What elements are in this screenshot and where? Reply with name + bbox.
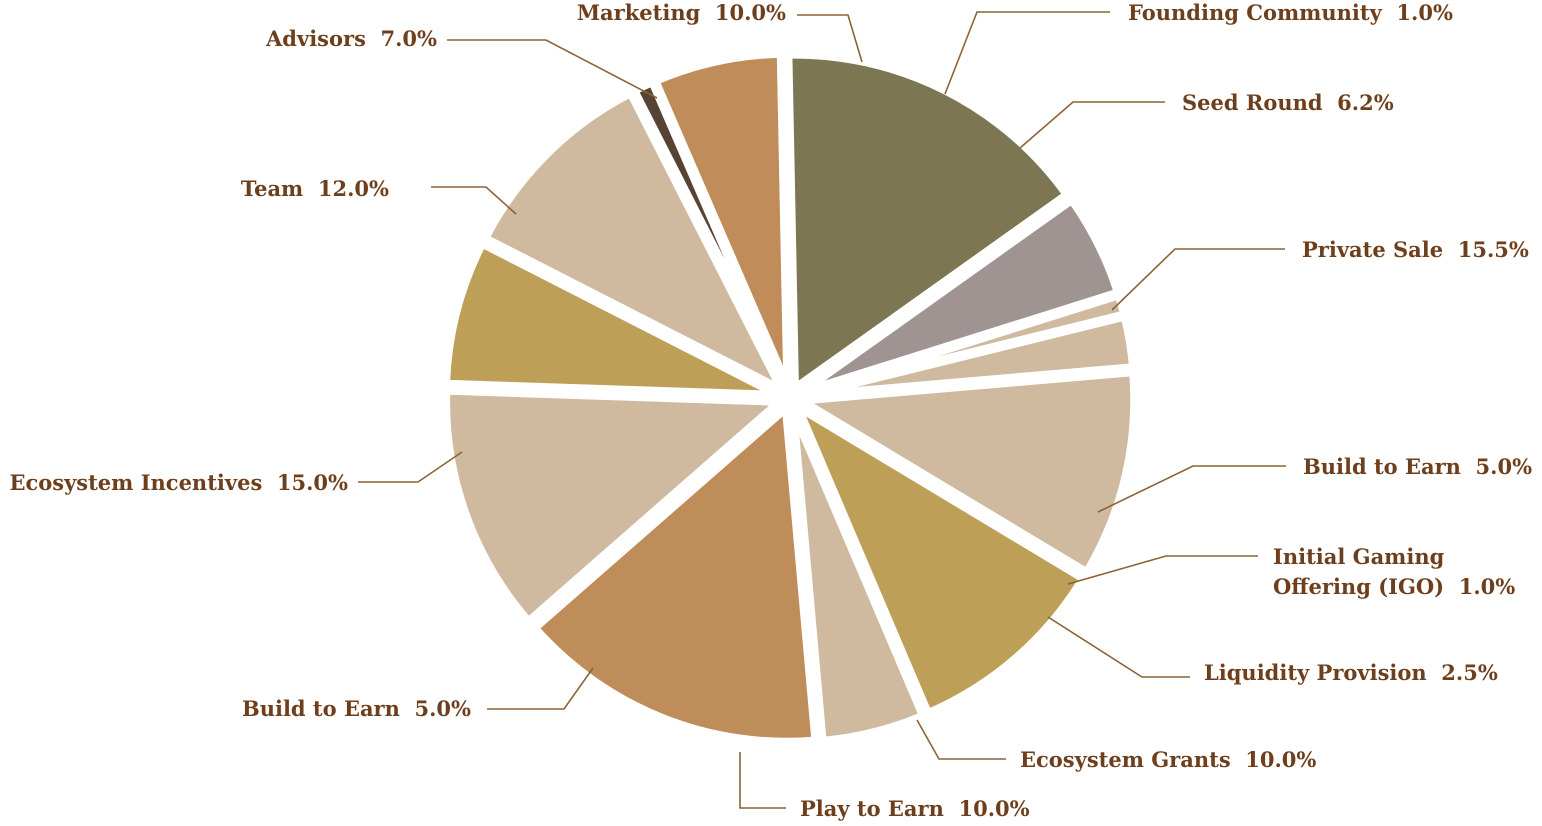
slice-label-seed-round-1: Seed Round 6.2% bbox=[1182, 90, 1394, 115]
slice-label-build-to-earn-3: Build to Earn 5.0% bbox=[1303, 454, 1532, 479]
slice-label-liquidity-provision-5: Liquidity Provision 2.5% bbox=[1204, 660, 1498, 685]
pie-slices bbox=[440, 48, 1140, 747]
slice-label-initial-gaming-offering-igo-4: Initial Gaming Offering (IGO) 1.0% bbox=[1273, 544, 1515, 599]
leader-line-founding-community-0 bbox=[944, 11, 1110, 95]
slice-label-advisors-11: Advisors 7.0% bbox=[265, 26, 437, 51]
leader-line-build-to-earn-8 bbox=[487, 667, 594, 710]
slice-label-founding-community-0: Founding Community 1.0% bbox=[1128, 0, 1453, 25]
pie-slice-private-sale-2 bbox=[783, 49, 1074, 398]
slice-label-ecosystem-incentives-9: Ecosystem Incentives 15.0% bbox=[9, 470, 348, 495]
leader-line-marketing-12 bbox=[797, 14, 863, 63]
leader-line-private-sale-2 bbox=[1111, 248, 1285, 311]
pie-slice-ecosystem-incentives-9 bbox=[527, 398, 821, 747]
pie-slice-build-to-earn-8 bbox=[787, 405, 930, 747]
pie-slice-team-10 bbox=[441, 385, 793, 629]
slice-label-team-10: Team 12.0% bbox=[241, 176, 389, 201]
leader-line-ecosystem-grants-6 bbox=[916, 719, 1006, 760]
pie-slice-advisors-11 bbox=[440, 236, 783, 400]
pie-slice-seed-round-1 bbox=[648, 48, 793, 391]
leader-line-play-to-earn-7 bbox=[739, 752, 786, 809]
slice-labels: Founding Community 1.0% Seed Round 6.2% Pr… bbox=[9, 0, 1532, 821]
leader-line-seed-round-1 bbox=[1019, 101, 1165, 149]
leader-line-ecosystem-incentives-9 bbox=[358, 451, 463, 483]
slice-label-play-to-earn-7: Play to Earn 10.0% bbox=[800, 796, 1030, 821]
leader-lines bbox=[358, 11, 1286, 809]
leader-line-initial-gaming-offering-igo-4 bbox=[1067, 555, 1258, 585]
slice-label-marketing-12: Marketing 10.0% bbox=[577, 0, 786, 25]
leader-line-advisors-11 bbox=[447, 39, 658, 99]
slice-label-ecosystem-grants-6: Ecosystem Grants 10.0% bbox=[1020, 747, 1316, 772]
leader-line-liquidity-provision-5 bbox=[1047, 616, 1190, 678]
pie-slice-ecosystem-grants-6 bbox=[785, 366, 1140, 580]
slice-label-line-2: Offering (IGO) 1.0% bbox=[1273, 574, 1515, 599]
slice-label-build-to-earn-8: Build to Earn 5.0% bbox=[242, 696, 471, 721]
slice-label-line-1: Initial Gaming bbox=[1273, 544, 1445, 569]
pie-slice-marketing-12 bbox=[478, 86, 794, 402]
leader-line-team-10 bbox=[431, 186, 517, 215]
slice-label-private-sale-2: Private Sale 15.5% bbox=[1302, 237, 1529, 262]
leader-line-build-to-earn-3 bbox=[1097, 465, 1286, 513]
pie-slice-play-to-earn-7 bbox=[786, 394, 1090, 720]
